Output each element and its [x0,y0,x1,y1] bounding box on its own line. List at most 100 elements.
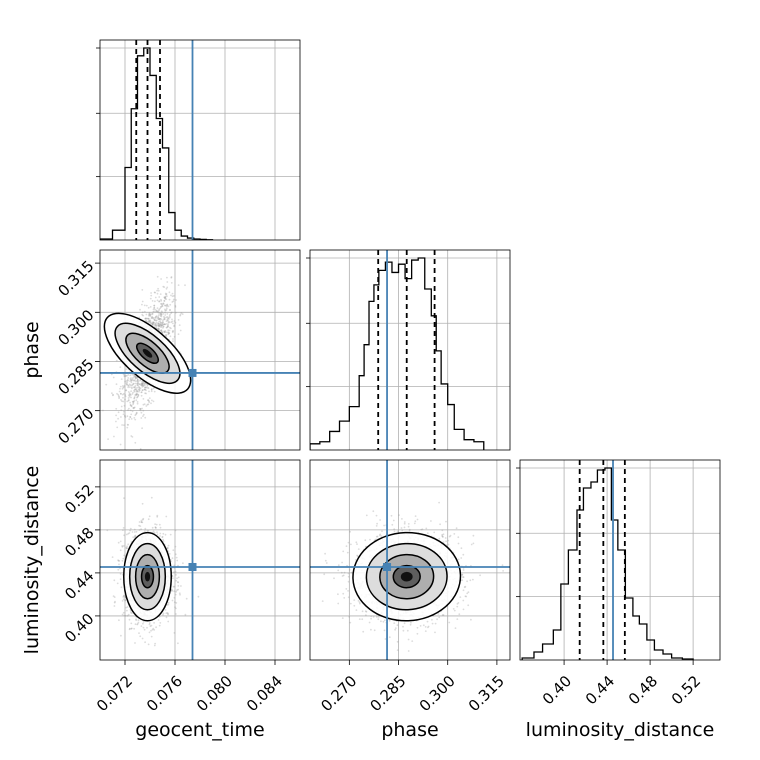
sample-point [462,569,465,571]
sample-point [173,590,176,593]
sample-point [155,324,158,327]
sample-point [173,324,176,327]
sample-point [164,297,166,299]
sample-point [167,318,170,320]
sample-point [152,627,155,630]
sample-point [141,389,144,392]
sample-point [129,393,132,396]
sample-point [131,386,133,389]
sample-point [138,632,140,634]
sample-point [127,374,130,376]
sample-point [144,392,147,395]
sample-point [144,388,146,391]
sample-point [158,309,160,312]
sample-point [122,595,125,598]
sample-point [142,409,145,412]
sample-point [159,532,162,535]
sample-point [184,613,187,616]
sample-point [125,368,128,370]
sample-point [466,592,469,595]
sample-point [137,380,140,383]
sample-point [157,327,160,330]
contour-line [103,312,192,394]
sample-point [156,514,159,517]
sample-point [162,318,165,321]
sample-point [166,325,169,327]
sample-point [153,390,156,393]
sample-point [166,303,169,306]
sample-point [145,405,148,407]
sample-point [456,603,459,605]
sample-point [134,642,136,644]
sample-point [133,379,136,382]
sample-point [173,325,176,328]
sample-point [149,297,152,300]
sample-point [150,322,153,325]
sample-point [142,622,144,625]
sample-point [164,311,167,314]
sample-point [133,390,136,393]
sample-point [129,416,132,418]
sample-point [170,321,173,324]
sample-point [132,403,135,406]
sample-point [184,284,186,287]
sample-point [160,324,162,327]
sample-point [122,529,124,531]
sample-point [125,389,127,392]
sample-point [163,323,166,326]
sample-point [152,321,155,324]
sample-point [120,416,122,418]
sample-point [136,396,138,399]
sample-point [348,616,351,618]
sample-point [151,323,154,326]
sample-point [120,405,123,408]
sample-point [357,548,360,550]
sample-point [152,321,155,324]
sample-point [164,533,167,536]
sample-point [153,319,156,321]
sample-point [172,549,175,552]
sample-point [123,534,125,537]
sample-point [150,496,153,499]
sample-point [140,391,143,394]
sample-point [164,304,167,307]
sample-point [141,380,143,383]
sample-point [164,295,167,298]
sample-point [135,411,138,414]
sample-point [131,400,134,403]
sample-point [131,384,134,386]
sample-point [169,313,171,316]
sample-point [163,286,166,288]
sample-point [114,600,116,603]
sample-point [158,324,161,326]
sample-point [125,547,128,550]
sample-point [161,311,164,314]
sample-point [408,529,411,532]
sample-point [123,614,126,617]
sample-point [383,524,385,527]
sample-point [165,335,168,338]
sample-point [120,392,122,395]
sample-point [160,326,163,329]
sample-point [162,285,165,288]
sample-point [158,523,161,526]
sample-point [156,275,159,278]
sample-point [168,315,171,317]
sample-point [158,318,160,320]
sample-point [177,588,180,591]
sample-point [131,373,134,376]
sample-point [160,318,163,321]
sample-point [165,616,168,619]
sample-point [472,542,475,545]
sample-point [434,631,436,634]
sample-point [160,330,163,332]
sample-point [150,624,153,627]
sample-point [148,312,151,315]
sample-point [136,382,139,385]
sample-point [150,294,153,297]
sample-point [162,612,165,615]
sample-point [434,622,437,625]
sample-point [165,515,168,518]
sample-point [383,619,386,622]
sample-point [364,539,367,542]
